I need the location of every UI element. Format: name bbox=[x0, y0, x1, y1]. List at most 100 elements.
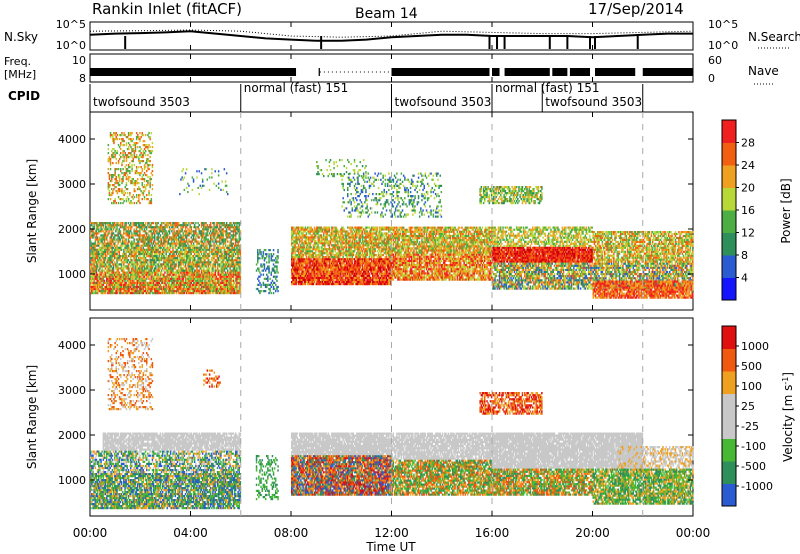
power-cell-993 bbox=[204, 290, 206, 292]
power-cell-652 bbox=[165, 290, 167, 292]
power-cell-684 bbox=[169, 282, 171, 284]
power-cell-485 bbox=[145, 280, 147, 282]
power-cell-601 bbox=[159, 282, 161, 284]
power-cell-646 bbox=[164, 282, 166, 284]
power-cell-809 bbox=[184, 292, 186, 294]
power-cell-4 bbox=[90, 284, 92, 286]
power-cell-120 bbox=[104, 280, 106, 282]
power-cell-725 bbox=[173, 282, 175, 284]
power-cell-717 bbox=[172, 276, 174, 278]
power-cell-95 bbox=[100, 274, 102, 276]
power-cell-860 bbox=[189, 290, 191, 292]
beam-label: Beam 14 bbox=[355, 6, 418, 22]
power-cell-410 bbox=[137, 288, 139, 290]
nsky-panel: N.Sky 10^5 10^0 10^5 10^0 N.Search bbox=[4, 18, 800, 52]
power-cell-544 bbox=[152, 274, 154, 276]
power-cell-140 bbox=[106, 274, 108, 276]
power-cell-977 bbox=[202, 280, 204, 282]
power-cell-374 bbox=[132, 278, 134, 280]
freq-band-7 bbox=[595, 68, 635, 76]
power-cell-349 bbox=[130, 286, 132, 288]
power-cell-193 bbox=[113, 290, 115, 292]
date-label: 17/Sep/2014 bbox=[588, 0, 684, 18]
cpid-segments: twofsound 3503normal (fast) 151twofsound… bbox=[90, 81, 643, 112]
power-cell-461 bbox=[143, 288, 145, 290]
power-cell-747 bbox=[176, 274, 178, 276]
power-cell-109 bbox=[103, 284, 105, 286]
power-cell-777 bbox=[179, 274, 181, 276]
power-cell-611 bbox=[160, 276, 162, 278]
cpid-label-4: twofsound 3503 bbox=[545, 95, 642, 109]
power-cell-301 bbox=[124, 280, 126, 282]
freq-ylabel: Freq. bbox=[4, 55, 31, 68]
freq-band-5 bbox=[552, 68, 567, 76]
power-cell-722 bbox=[173, 288, 175, 290]
freq-bands bbox=[90, 68, 693, 76]
cpid-label-2: twofsound 3503 bbox=[395, 95, 492, 109]
power-cell-338 bbox=[129, 290, 131, 292]
cpid-label-3: normal (fast) 151 bbox=[495, 81, 599, 95]
power-cell-279 bbox=[122, 282, 124, 284]
power-cell-984 bbox=[203, 288, 205, 290]
power-cell-223 bbox=[116, 292, 118, 294]
nave-tick-top: 60 bbox=[708, 54, 722, 67]
freq-band-6 bbox=[570, 68, 590, 76]
power-cell-1007 bbox=[205, 280, 207, 282]
power-cell-412 bbox=[137, 284, 139, 286]
power-cell-950 bbox=[199, 272, 201, 274]
nsearch-tick-top: 10^5 bbox=[708, 18, 738, 31]
station-title: Rankin Inlet (fitACF) bbox=[92, 0, 242, 18]
nsearch-ylabel: N.Search bbox=[748, 30, 800, 44]
power-cell-513 bbox=[148, 276, 150, 278]
power-cell-384 bbox=[133, 280, 135, 282]
power-cell-92 bbox=[100, 282, 102, 284]
power-cell-476 bbox=[144, 276, 146, 278]
power-cell-60 bbox=[97, 292, 99, 294]
power-cell-204 bbox=[114, 288, 116, 290]
power-cell-775 bbox=[179, 278, 181, 280]
cpid-panel: CPID twofsound 3503normal (fast) 151twof… bbox=[8, 81, 643, 112]
power-cell-124 bbox=[105, 292, 107, 294]
power-cell-650 bbox=[164, 272, 166, 274]
cpid-label-1: normal (fast) 151 bbox=[244, 81, 348, 95]
power-cell-863 bbox=[189, 284, 191, 286]
power-cell-687 bbox=[169, 276, 171, 278]
power-cell-759 bbox=[178, 290, 180, 292]
freq-band-8 bbox=[643, 68, 693, 76]
cpid-label-0: twofsound 3503 bbox=[93, 95, 190, 109]
power-cell-888 bbox=[193, 292, 195, 294]
power-cell-161 bbox=[108, 272, 110, 274]
power-cell-805 bbox=[183, 278, 185, 280]
nsearch-tick-bottom: 10^0 bbox=[708, 39, 738, 52]
power-cell-824 bbox=[185, 276, 187, 278]
power-cell-382 bbox=[133, 284, 135, 286]
freq-band-0 bbox=[90, 68, 296, 76]
power-cell-335 bbox=[128, 274, 130, 276]
power-cell-135 bbox=[106, 284, 108, 286]
power-cell-595 bbox=[157, 272, 159, 274]
power-cell-499 bbox=[147, 290, 149, 292]
power-cell-71 bbox=[98, 288, 100, 290]
nave-tick-bottom: 0 bbox=[708, 72, 715, 85]
power-cell-872 bbox=[191, 282, 193, 284]
freq-band-2 bbox=[392, 68, 490, 76]
freq-unit: [MHz] bbox=[4, 68, 36, 81]
power-cell-594 bbox=[157, 274, 159, 276]
power-cell-943 bbox=[199, 286, 201, 288]
power-cell-738 bbox=[176, 292, 178, 294]
power-cell-459 bbox=[143, 292, 145, 294]
power-cell-59 bbox=[96, 272, 98, 274]
power-cell-550 bbox=[153, 282, 155, 284]
power-cell-912 bbox=[195, 286, 197, 288]
power-cell-254 bbox=[119, 272, 121, 274]
power-cell-482 bbox=[145, 286, 147, 288]
power-cell-311 bbox=[125, 282, 127, 284]
power-cell-641 bbox=[163, 274, 165, 276]
power-cell-608 bbox=[160, 284, 162, 286]
power-cell-15 bbox=[91, 280, 93, 282]
power-cell-782 bbox=[180, 286, 182, 288]
power-cell-635 bbox=[163, 286, 165, 288]
power-cell-516 bbox=[149, 292, 151, 294]
power-cell-812 bbox=[184, 286, 186, 288]
power-cell-266 bbox=[121, 290, 123, 292]
